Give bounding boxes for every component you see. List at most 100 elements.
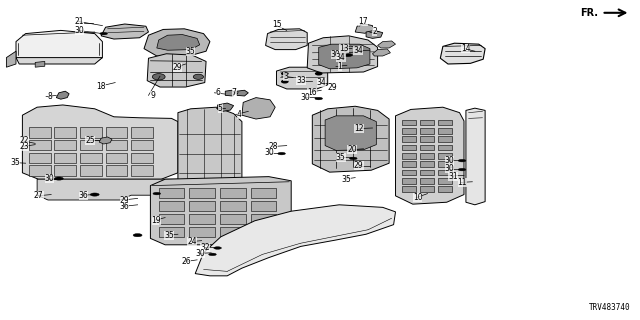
Bar [106,165,127,176]
Bar [420,128,434,134]
Text: 30: 30 [45,174,54,183]
Text: 35: 35 [186,47,195,56]
Ellipse shape [345,54,353,56]
Bar [438,128,452,134]
Ellipse shape [133,234,142,237]
Polygon shape [396,107,464,204]
Bar [420,120,434,125]
Polygon shape [157,35,200,50]
Bar [402,186,416,192]
Polygon shape [325,116,376,150]
Bar [131,165,153,176]
Text: 35: 35 [164,231,174,240]
Text: TRV483740: TRV483740 [589,303,630,312]
Text: 22: 22 [19,136,29,145]
Circle shape [281,72,289,76]
Text: 30: 30 [301,93,310,102]
Bar [438,120,452,125]
Text: 30: 30 [445,164,454,173]
Bar [251,201,276,211]
Bar [438,178,452,184]
Polygon shape [16,30,102,62]
Bar [106,140,127,150]
Text: 2: 2 [372,27,377,36]
Text: 29: 29 [173,63,182,72]
Bar [29,165,51,176]
Bar [438,186,452,192]
Polygon shape [355,24,372,33]
Bar [189,214,215,224]
Polygon shape [195,205,396,276]
Text: 11: 11 [458,178,467,187]
Bar [402,128,416,134]
Bar [54,165,76,176]
Bar [106,153,127,163]
Bar [131,140,153,150]
Polygon shape [37,179,178,200]
Polygon shape [307,36,378,73]
Text: 35: 35 [11,158,20,167]
Text: 34: 34 [336,53,346,62]
Bar [29,153,51,163]
Text: FR.: FR. [580,8,598,18]
Text: 32: 32 [200,243,210,252]
Text: 23: 23 [19,142,29,151]
Bar [80,165,102,176]
Bar [438,145,452,150]
Bar [251,214,276,224]
Text: 13: 13 [339,44,349,52]
Bar [106,127,127,138]
Polygon shape [150,177,291,245]
Text: 5: 5 [218,104,223,113]
Text: 35: 35 [336,153,346,162]
Ellipse shape [214,247,221,249]
Bar [159,188,184,198]
Bar [220,214,246,224]
Circle shape [281,80,289,84]
Circle shape [193,74,204,79]
Text: 30: 30 [75,26,84,35]
Polygon shape [144,29,210,56]
Polygon shape [378,41,396,48]
Bar [159,214,184,224]
Bar [402,161,416,167]
Ellipse shape [153,192,161,195]
Polygon shape [101,24,148,39]
Text: 14: 14 [461,44,470,53]
Bar [220,188,246,198]
Polygon shape [99,137,112,144]
Bar [251,188,276,198]
Bar [29,127,51,138]
Bar [131,127,153,138]
Bar [80,153,102,163]
Text: 12: 12 [354,124,364,133]
Bar [402,170,416,175]
Text: 28: 28 [269,142,278,151]
Text: 30: 30 [195,249,205,258]
Text: 9: 9 [150,91,155,100]
Polygon shape [6,51,16,67]
Polygon shape [344,46,357,53]
Bar [420,161,434,167]
Bar [438,136,452,142]
Text: 27: 27 [34,191,44,200]
Text: 36: 36 [120,202,129,211]
Bar [420,170,434,175]
Bar [420,153,434,159]
Polygon shape [466,108,485,205]
Polygon shape [237,90,248,96]
Bar [438,153,452,159]
Bar [54,127,76,138]
Ellipse shape [315,97,323,100]
Bar [438,161,452,167]
Circle shape [152,74,165,80]
Ellipse shape [90,193,99,196]
Ellipse shape [458,168,466,171]
Bar [420,145,434,150]
Ellipse shape [278,152,285,155]
Text: 18: 18 [96,82,106,91]
Bar [420,186,434,192]
Text: 24: 24 [188,237,197,246]
Bar [220,201,246,211]
Text: 1: 1 [338,62,342,71]
